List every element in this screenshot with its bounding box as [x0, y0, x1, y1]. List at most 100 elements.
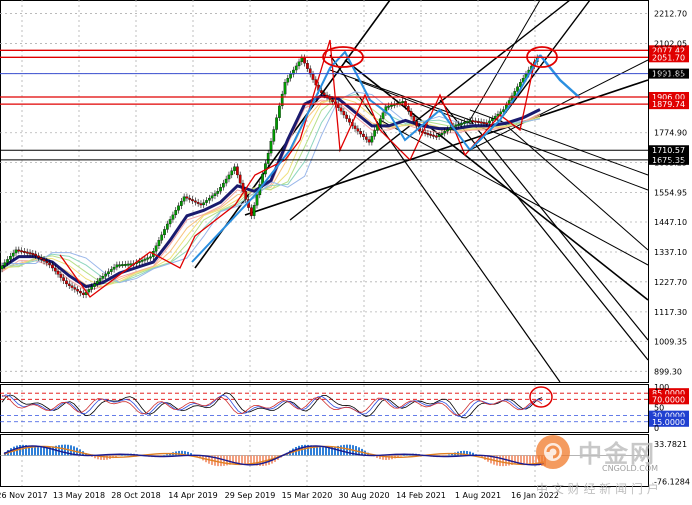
- macd-histogram-bar: [331, 447, 333, 456]
- candle-body: [244, 191, 248, 200]
- candle-body: [28, 252, 32, 255]
- candle-body: [98, 278, 102, 282]
- macd-histogram-bar: [523, 455, 525, 464]
- candle-body: [107, 271, 110, 275]
- x-tick-label: 15 Mar 2020: [282, 491, 333, 500]
- candle-body: [278, 105, 281, 118]
- macd-tick-label: -76.1284: [654, 477, 690, 486]
- x-tick-label: 14 Feb 2021: [396, 491, 446, 500]
- candle-body: [65, 280, 68, 285]
- macd-histogram-bar: [34, 446, 36, 456]
- candle-body: [70, 285, 74, 288]
- candle-body: [485, 122, 489, 125]
- macd-tick-label: 33.7821: [654, 440, 687, 449]
- macd-histogram-bar: [25, 444, 27, 456]
- macd-histogram-bar: [199, 455, 201, 459]
- macd-histogram-bar: [529, 455, 531, 464]
- candle-body: [454, 124, 458, 127]
- watermark-domain: CNGOLD.COM: [602, 464, 659, 473]
- candle-body: [90, 286, 94, 290]
- macd-histogram-bar: [343, 444, 345, 456]
- candle-body: [165, 223, 169, 230]
- candle-body: [359, 131, 363, 135]
- oscillator-level-label: 15.0000: [652, 418, 685, 427]
- macd-histogram-bar: [316, 446, 318, 456]
- candle-body: [219, 187, 222, 192]
- candle-body: [11, 252, 15, 257]
- candle-body: [14, 249, 18, 254]
- candle-body: [378, 118, 382, 125]
- candle-body: [269, 141, 273, 154]
- candle-body: [482, 122, 486, 124]
- candle-body: [48, 262, 51, 265]
- candle-body: [488, 120, 491, 124]
- candle-body: [387, 105, 391, 108]
- macd-histogram-bar: [190, 453, 192, 456]
- candle-body: [345, 114, 349, 119]
- candle-body: [322, 92, 326, 96]
- candle-body: [202, 202, 206, 206]
- macd-histogram-bar: [43, 447, 45, 456]
- candle-body: [308, 68, 312, 75]
- oscillator-level-label: 30.0000: [652, 412, 685, 421]
- candle-body: [373, 130, 377, 137]
- macd-histogram-bar: [328, 447, 330, 456]
- y-tick-label: 1009.35: [654, 337, 687, 346]
- candle-body: [3, 262, 7, 266]
- price-level-label: 1879.74: [652, 100, 685, 109]
- candle-body: [177, 205, 180, 211]
- candle-body: [465, 121, 469, 123]
- oscillator-line-red: [1, 395, 543, 416]
- macd-histogram-bar: [466, 450, 468, 456]
- oscillator-level-label: 70.0000: [652, 395, 685, 404]
- macd-histogram-bar: [40, 447, 42, 456]
- candle-body: [230, 170, 234, 176]
- candle-body: [39, 257, 43, 260]
- candle-body: [457, 123, 461, 126]
- candle-body: [432, 134, 435, 137]
- macd-histogram-bar: [37, 447, 39, 456]
- candle-body: [474, 120, 477, 123]
- macd-histogram-bar: [94, 455, 96, 459]
- price-level-box: [649, 145, 689, 156]
- candle-body: [440, 132, 444, 136]
- candle-body: [423, 132, 427, 134]
- macd-histogram-bar: [244, 455, 246, 464]
- candle-body: [45, 261, 49, 264]
- candle-body: [137, 261, 141, 263]
- macd-histogram-bar: [403, 455, 405, 456]
- candle-body: [367, 139, 371, 143]
- candle-body: [303, 57, 306, 64]
- macd-histogram-bar: [322, 447, 324, 456]
- price-level-box: [649, 91, 689, 102]
- y-tick-label: 1117.30: [654, 308, 687, 317]
- x-tick-label: 28 Oct 2018: [111, 491, 160, 500]
- candle-body: [81, 292, 85, 295]
- y-tick-label: 1665.25: [654, 159, 687, 168]
- macd-histogram-bar: [259, 455, 261, 466]
- macd-histogram-bar: [376, 455, 378, 458]
- macd-histogram-bar: [304, 444, 306, 456]
- macd-histogram-bar: [382, 455, 384, 460]
- y-tick-label: 899.30: [654, 367, 682, 376]
- trendline: [499, 119, 649, 251]
- oscillator-tick-label: 50: [654, 403, 664, 412]
- macd-histogram-bar: [472, 452, 474, 456]
- candle-body: [292, 69, 295, 75]
- macd-histogram-bar: [169, 453, 171, 456]
- candle-body: [129, 263, 133, 266]
- macd-histogram-bar: [379, 455, 381, 460]
- macd-histogram-bar: [121, 455, 123, 456]
- grid-layer: [0, 0, 648, 486]
- y-tick-label: 1227.70: [654, 278, 687, 287]
- price-level-label: 1906.00: [652, 93, 685, 102]
- candle-body: [157, 240, 161, 246]
- macd-histogram-bar: [103, 455, 105, 460]
- candle-body: [306, 63, 309, 69]
- x-tick-label: 29 Sep 2019: [225, 491, 276, 500]
- macd-histogram-bar: [22, 444, 24, 456]
- candle-body: [174, 210, 178, 216]
- zigzag-red: [59, 39, 536, 298]
- macd-histogram-bar: [61, 444, 63, 456]
